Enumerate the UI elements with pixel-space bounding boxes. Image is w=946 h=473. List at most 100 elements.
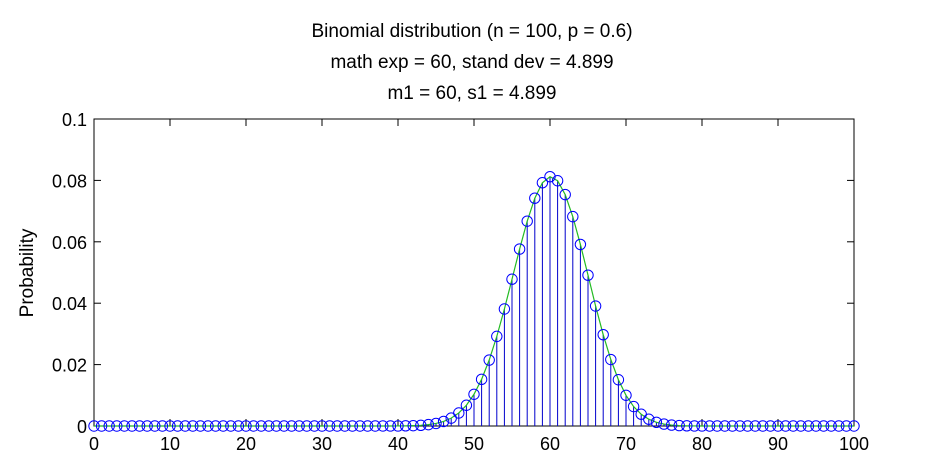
y-tick-label: 0.1: [62, 110, 87, 130]
stem-marker: [453, 407, 465, 419]
stem-marker: [551, 175, 564, 187]
stem-marker: [597, 328, 609, 341]
stem-marker: [399, 420, 412, 432]
stem-marker: [179, 420, 191, 432]
stem-marker: [688, 420, 701, 432]
stem-marker: [483, 354, 495, 366]
stem-marker: [802, 420, 815, 432]
stem-marker: [650, 416, 663, 428]
stem-marker: [620, 389, 632, 401]
stem-marker: [658, 418, 670, 430]
stem-marker: [726, 420, 739, 432]
stem-marker: [559, 188, 571, 201]
stem-marker: [118, 420, 131, 432]
stem-marker: [240, 420, 252, 432]
x-tick-label: 20: [236, 434, 256, 454]
stem-marker: [187, 420, 199, 432]
stem-marker: [323, 420, 336, 432]
stem-lines: [336, 176, 749, 426]
stem-marker: [339, 420, 351, 432]
x-axis-ticks: 0 10 20 30 40 50 60 70 80 90 100: [89, 119, 869, 454]
x-tick-label: 10: [160, 434, 180, 454]
stem-marker: [209, 420, 222, 432]
stem-marker: [285, 420, 298, 432]
x-tick-label: 100: [839, 434, 869, 454]
x-tick-label: 80: [692, 434, 712, 454]
stem-marker: [308, 420, 321, 432]
stem-marker: [475, 373, 488, 386]
chart-title-line-3: m1 = 60, s1 = 4.899: [387, 83, 556, 104]
stem-marker: [703, 420, 716, 432]
y-tick-label: 0.08: [52, 171, 87, 191]
stem-marker: [95, 420, 108, 432]
stem-marker: [255, 420, 267, 432]
y-tick-label: 0.04: [52, 294, 87, 314]
stem-marker: [612, 374, 625, 386]
y-axis-ticks: 0 0.02 0.04 0.06 0.08 0.1: [52, 110, 854, 437]
stem-marker: [270, 420, 283, 432]
stem-marker: [719, 420, 731, 432]
stem-marker: [141, 420, 153, 432]
stem-marker: [422, 418, 435, 431]
stem-marker: [848, 420, 860, 432]
x-tick-label: 30: [312, 434, 332, 454]
stem-marker: [301, 420, 313, 432]
stem-marker: [126, 420, 138, 432]
stem-marker: [111, 420, 123, 432]
stem-marker: [817, 420, 830, 432]
stem-marker: [293, 420, 305, 432]
stem-marker: [779, 420, 792, 432]
stem-marker: [384, 420, 397, 432]
stem-markers: [88, 170, 860, 432]
stem-marker: [498, 303, 511, 315]
stem-marker: [331, 420, 343, 432]
stem-marker: [749, 420, 761, 432]
stem-marker: [217, 420, 229, 432]
stem-marker: [513, 243, 526, 255]
y-tick-label: 0: [77, 417, 87, 437]
x-tick-label: 0: [89, 434, 99, 454]
x-tick-label: 50: [464, 434, 484, 454]
stem-marker: [156, 420, 169, 432]
stem-marker: [369, 420, 381, 432]
stem-marker: [430, 417, 442, 430]
stem-marker: [278, 420, 290, 432]
stem-marker: [232, 420, 245, 432]
stem-marker: [741, 420, 754, 432]
stem-marker: [392, 420, 404, 432]
stem-marker: [605, 353, 617, 366]
stem-marker: [468, 388, 480, 400]
stem-marker: [567, 210, 579, 223]
stem-marker: [772, 420, 784, 432]
stem-marker: [825, 420, 837, 432]
chart-title: Binomial distribution (n = 100, p = 0.6)…: [311, 21, 632, 104]
stem-marker: [764, 420, 777, 432]
stem-marker: [711, 420, 723, 432]
stem-marker: [460, 399, 473, 411]
stem-marker: [536, 177, 549, 189]
stem-marker: [529, 192, 541, 204]
stem-marker: [589, 300, 602, 312]
chart-title-line-2: math exp = 60, stand dev = 4.899: [330, 52, 613, 73]
stem-marker: [787, 420, 799, 432]
stem-marker: [833, 420, 845, 432]
x-tick-label: 70: [616, 434, 636, 454]
x-tick-label: 60: [540, 434, 560, 454]
stem-marker: [627, 400, 640, 413]
stem-marker: [437, 415, 450, 428]
stem-marker: [582, 269, 594, 281]
stem-marker: [225, 420, 237, 432]
stem-marker: [506, 273, 518, 285]
y-tick-label: 0.02: [52, 356, 87, 376]
stem-marker: [164, 420, 176, 432]
stem-marker: [361, 420, 374, 432]
stem-marker: [171, 420, 184, 432]
stem-marker: [665, 419, 678, 431]
stem-marker: [377, 420, 389, 432]
stem-marker: [354, 420, 366, 432]
stem-marker: [346, 420, 359, 432]
stem-marker: [202, 420, 214, 432]
stem-marker: [673, 419, 685, 432]
stem-marker: [521, 215, 533, 227]
